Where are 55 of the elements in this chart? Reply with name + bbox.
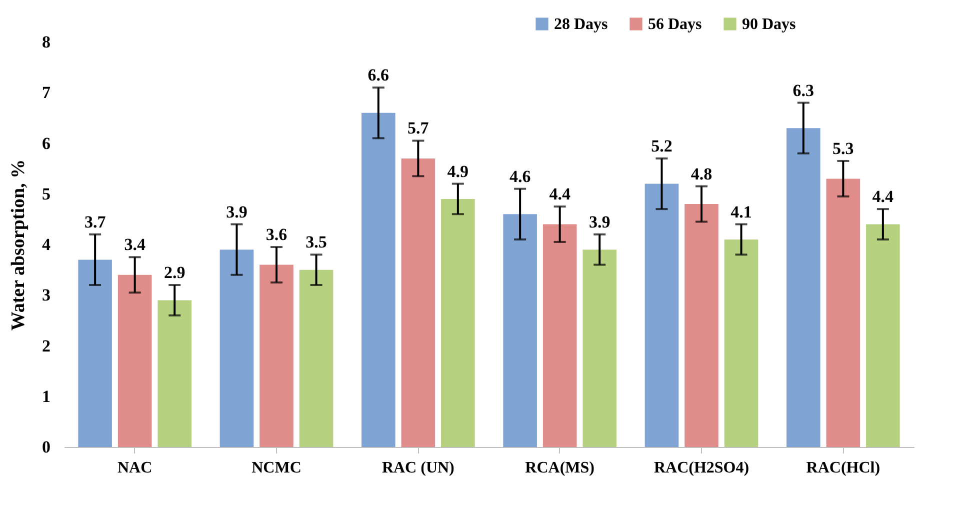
data-label: 3.6 [266, 225, 288, 244]
x-tick-label: NAC [117, 460, 152, 476]
data-label: 3.4 [124, 235, 146, 254]
y-tick-label: 1 [42, 386, 50, 406]
bar [158, 300, 192, 447]
bar [826, 178, 860, 447]
y-tick-label: 0 [42, 438, 50, 456]
x-tick-label: RCA(MS) [525, 460, 594, 476]
y-tick-label: 5 [42, 184, 50, 204]
bar [299, 270, 334, 447]
data-label: 5.7 [408, 118, 430, 138]
y-tick-label: 4 [42, 235, 51, 254]
data-label: 4.8 [690, 164, 712, 184]
data-label: 6.3 [792, 80, 814, 100]
legend-label: 90 Days [742, 16, 796, 33]
bar [220, 250, 254, 447]
data-label: 3.9 [588, 212, 610, 232]
y-axis-title: Water absorption, % [8, 159, 29, 331]
data-label: 4.6 [509, 166, 531, 186]
data-label: 4.4 [549, 184, 571, 204]
bar [644, 184, 679, 447]
bar [724, 239, 758, 447]
bar [786, 128, 820, 447]
bar [401, 158, 436, 447]
data-label: 5.3 [832, 138, 854, 158]
legend-label: 56 Days [648, 16, 702, 33]
y-tick-label: 2 [42, 336, 50, 356]
data-label: 3.7 [84, 212, 106, 232]
bar [118, 274, 152, 447]
data-label: 3.9 [226, 202, 248, 222]
bar [542, 224, 577, 447]
y-tick-label: 6 [42, 134, 50, 153]
data-label: 4.9 [447, 162, 469, 181]
bar [260, 264, 294, 447]
y-tick-label: 3 [42, 286, 50, 305]
data-label: 3.5 [306, 232, 327, 252]
y-tick-label: 8 [42, 32, 50, 52]
bar [866, 224, 900, 447]
bar [441, 198, 475, 447]
bar [684, 204, 718, 447]
y-tick-label: 7 [42, 83, 51, 102]
bar [582, 250, 616, 447]
data-label: 4.4 [872, 187, 894, 206]
bar [78, 260, 112, 447]
x-tick-label: NCMC [252, 460, 302, 476]
data-label: 4.1 [730, 202, 752, 222]
bar [362, 112, 396, 447]
bar [503, 214, 537, 447]
x-tick-label: RAC(H2SO4) [654, 460, 750, 476]
x-tick-label: RAC (UN) [382, 460, 454, 476]
legend-label: 28 Days [554, 16, 608, 33]
data-label: 2.9 [164, 263, 186, 282]
x-tick-label: RAC(HCl) [806, 460, 880, 476]
data-label: 6.6 [368, 66, 390, 85]
data-label: 5.2 [651, 136, 672, 156]
